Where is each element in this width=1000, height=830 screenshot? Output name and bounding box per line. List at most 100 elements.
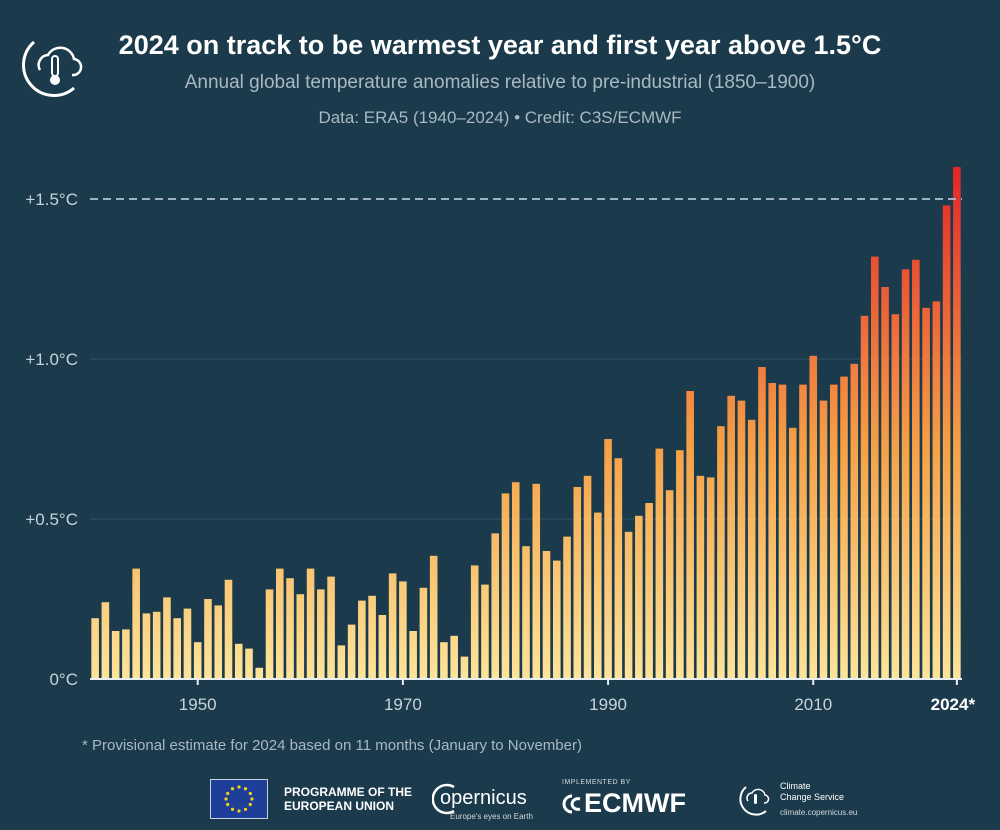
eu-line-1: PROGRAMME OF THE [284,785,412,799]
bar-1942 [111,631,120,679]
bar-2004 [747,419,756,679]
x-tick-label-1: 1970 [384,695,422,714]
bar-2016 [871,256,879,679]
bar-1990 [604,439,612,679]
bar-1991 [614,458,623,679]
c3s-text: Climate Change Service climate.copernicu… [780,781,857,818]
copernicus-name: opernicus [440,787,527,809]
bar-1947 [163,597,171,679]
ecmwf-logo: IMPLEMENTED BY ECMWF [562,779,686,819]
bar-1973 [429,555,438,679]
bar-2023 [942,205,951,679]
chart-title: 2024 on track to be warmest year and fir… [118,30,882,60]
bar-1996 [665,490,674,679]
x-tick-label-4: 2024* [931,695,976,714]
bar-1966 [358,600,366,679]
bar-1986 [563,536,571,679]
bar-1982 [522,546,530,679]
bar-2011 [819,400,828,679]
c3s-url: climate.copernicus.eu [780,808,858,817]
ecmwf-name: ECMWF [584,788,686,818]
bar-1985 [552,560,561,679]
bar-2019 [901,269,910,679]
bar-2022 [932,301,941,679]
bar-1988 [583,475,592,679]
bar-1993 [635,515,643,679]
bar-1940 [91,618,99,679]
bar-1950 [193,642,202,679]
bar-2002 [727,395,735,679]
eu-flag-icon [210,779,268,819]
bar-1953 [224,579,233,679]
bar-2024 [953,167,961,679]
bar-1979 [491,533,500,679]
footer-logos: PROGRAMME OF THE EUROPEAN UNION opernicu… [0,775,1000,830]
bar-2001 [717,426,725,679]
bar-1975 [450,635,458,679]
y-tick-labels: 0°C +0.5°C +1.0°C +1.5°C [25,190,78,689]
bar-1943 [122,629,130,679]
bar-2015 [860,315,869,679]
bar-1957 [265,589,274,679]
bar-1978 [481,584,489,679]
bar-1998 [686,391,694,679]
bar-1951 [204,599,212,679]
c3s-line-1: Climate [780,781,811,791]
bars [91,167,961,679]
bar-1954 [234,643,243,679]
bar-2013 [840,376,848,679]
bar-2009 [799,384,807,679]
bar-1970 [399,581,407,679]
c3s-logo: Climate Change Service climate.copernicu… [738,781,857,818]
eu-programme-logo: PROGRAMME OF THE EUROPEAN UNION [210,779,414,819]
bar-1969 [388,573,397,679]
x-tick-label-2: 1990 [589,695,627,714]
bar-1968 [378,615,387,679]
bar-1956 [255,667,264,679]
bar-1972 [419,587,428,679]
bar-1964 [337,645,346,679]
bar-2003 [737,400,746,679]
bar-1944 [132,568,140,679]
bar-1955 [245,648,253,679]
bar-2006 [768,383,777,679]
x-tick-labels: 1950 1970 1990 2010 2024* [179,695,976,714]
bar-1945 [142,613,151,679]
bar-1974 [440,642,448,679]
bar-2020 [912,259,920,679]
footnote: * Provisional estimate for 2024 based on… [82,737,582,754]
bar-2014 [850,363,859,679]
eu-line-2: EUROPEAN UNION [284,799,395,813]
ecmwf-mark-icon [562,794,581,813]
bar-1984 [542,551,551,679]
c3s-thermometer-logo [22,30,86,102]
y-tick-label-1: +0.5°C [25,510,78,529]
bar-1959 [286,578,294,679]
bar-1981 [511,482,520,679]
bar-1946 [152,611,161,679]
bar-1995 [655,448,664,679]
bar-2021 [922,307,930,679]
bar-1987 [573,487,582,679]
bar-2000 [706,477,715,679]
bar-2010 [809,355,818,679]
c3s-small-icon [739,786,770,816]
copernicus-tagline: Europe's eyes on Earth [450,812,533,821]
bar-2018 [891,314,900,679]
bar-2017 [881,287,889,679]
axes [90,678,962,685]
c3s-line-2: Change Service [780,792,845,802]
bar-1994 [645,503,653,679]
bar-1965 [347,624,356,679]
bar-1941 [101,602,110,679]
y-tick-label-2: +1.0°C [25,350,78,369]
bar-2007 [778,384,787,679]
bar-1997 [676,450,684,679]
bar-1952 [214,605,223,679]
temperature-anomaly-bar-chart: 0°C +0.5°C +1.0°C +1.5°C 1950 1970 1990 2010 20… [25,167,976,714]
bar-1983 [532,483,541,679]
eu-programme-text: PROGRAMME OF THE EUROPEAN UNION [284,785,414,813]
x-tick-label-0: 1950 [179,695,217,714]
bar-1948 [173,618,181,679]
bar-1967 [368,595,376,679]
